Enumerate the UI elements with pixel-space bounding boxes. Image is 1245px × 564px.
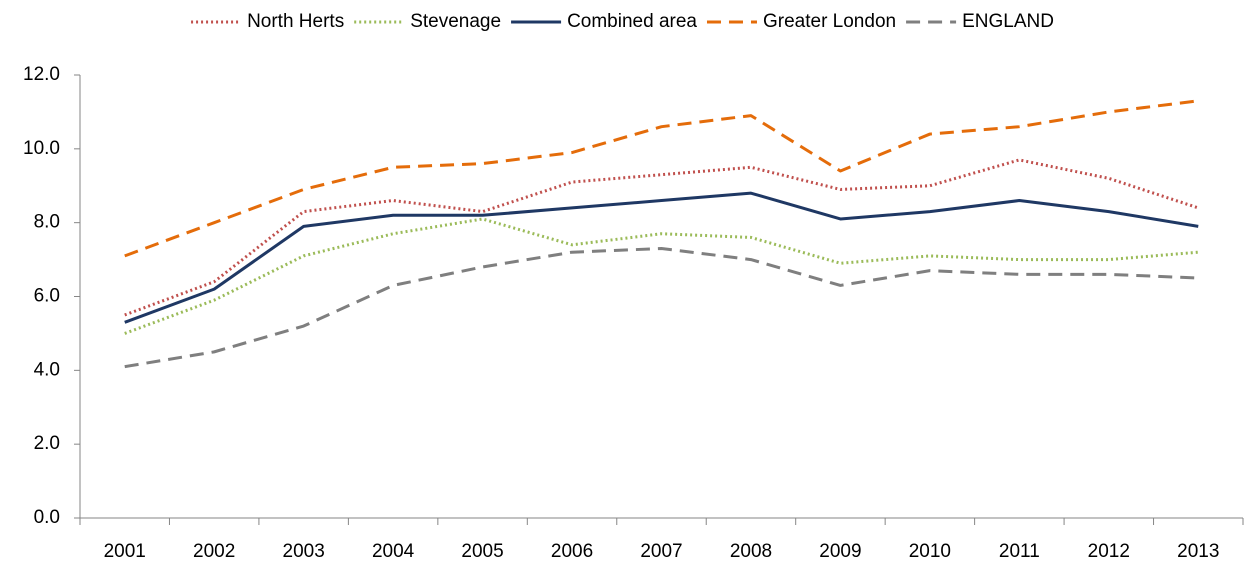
y-tick-label: 0.0 xyxy=(34,507,60,528)
x-tick-label: 2004 xyxy=(372,541,415,562)
x-tick-label: 2012 xyxy=(1088,541,1130,562)
legend-label: Stevenage xyxy=(410,11,501,32)
x-tick-label: 2005 xyxy=(461,541,503,562)
x-tick-label: 2009 xyxy=(819,541,861,562)
y-tick-label: 8.0 xyxy=(34,212,60,233)
x-tick-label: 2001 xyxy=(104,541,146,562)
x-tick-label: 2007 xyxy=(640,541,682,562)
y-tick-label: 6.0 xyxy=(34,286,60,307)
legend-label: Greater London xyxy=(763,11,896,32)
x-tick-label: 2013 xyxy=(1177,541,1219,562)
x-tick-label: 2011 xyxy=(999,541,1040,562)
x-tick-label: 2006 xyxy=(551,541,593,562)
series-line xyxy=(124,99,1199,258)
series-line xyxy=(124,191,1199,324)
x-tick-label: 2008 xyxy=(730,541,772,562)
y-tick-label: 10.0 xyxy=(23,138,60,159)
series-line xyxy=(124,217,1199,335)
x-tick-label: 2003 xyxy=(283,541,325,562)
y-tick-label: 12.0 xyxy=(23,64,60,85)
legend-label: North Herts xyxy=(247,11,344,32)
legend-label: Combined area xyxy=(567,11,697,32)
series-line xyxy=(124,247,1199,369)
legend-label: ENGLAND xyxy=(962,11,1054,32)
y-tick-label: 4.0 xyxy=(34,359,60,380)
x-tick-label: 2002 xyxy=(193,541,235,562)
y-tick-label: 2.0 xyxy=(34,433,60,454)
x-tick-label: 2010 xyxy=(909,541,951,562)
